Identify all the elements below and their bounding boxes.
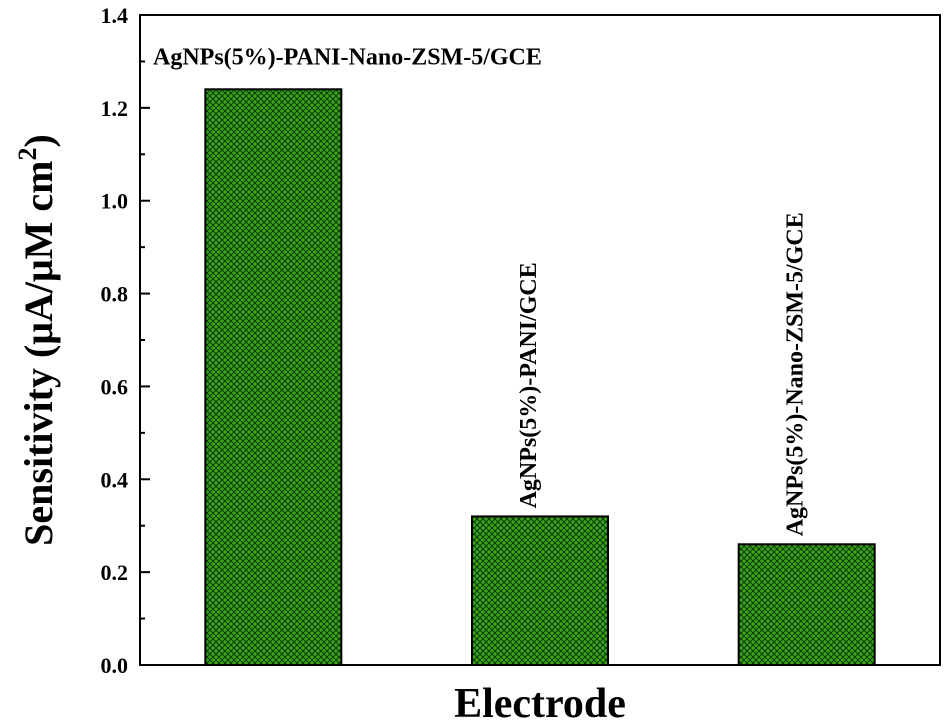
bar-category-label: AgNPs(5%)-Nano-ZSM-5/GCE — [783, 212, 809, 536]
bar-category-label: AgNPs(5%)-PANI/GCE — [516, 262, 542, 508]
x-axis-label: Electrode — [454, 681, 626, 723]
y-tick-label: 0.4 — [101, 467, 129, 492]
bars-layer — [204, 88, 876, 667]
y-tick-label: 1.0 — [101, 189, 129, 214]
bar — [204, 88, 343, 667]
y-tick-label: 0.2 — [101, 560, 129, 585]
bar — [471, 515, 609, 667]
y-tick-label: 1.4 — [101, 3, 129, 28]
y-ticks: 0.0 0.2 0.4 0.6 0.8 1.0 1.2 1.4 — [101, 3, 150, 678]
y-axis-label: Sensitivity (μA/μM cm2) — [13, 134, 61, 546]
bar-category-label: AgNPs(5%)-PANI-Nano-ZSM-5/GCE — [153, 44, 542, 70]
y-tick-label: 0.8 — [101, 282, 129, 307]
bar — [737, 543, 876, 666]
y-tick-label: 1.2 — [101, 96, 129, 121]
y-tick-label: 0.6 — [101, 374, 129, 399]
bar-labels: AgNPs(5%)-PANI-Nano-ZSM-5/GCE AgNPs(5%)-P… — [153, 44, 809, 536]
y-tick-label: 0.0 — [101, 653, 129, 678]
